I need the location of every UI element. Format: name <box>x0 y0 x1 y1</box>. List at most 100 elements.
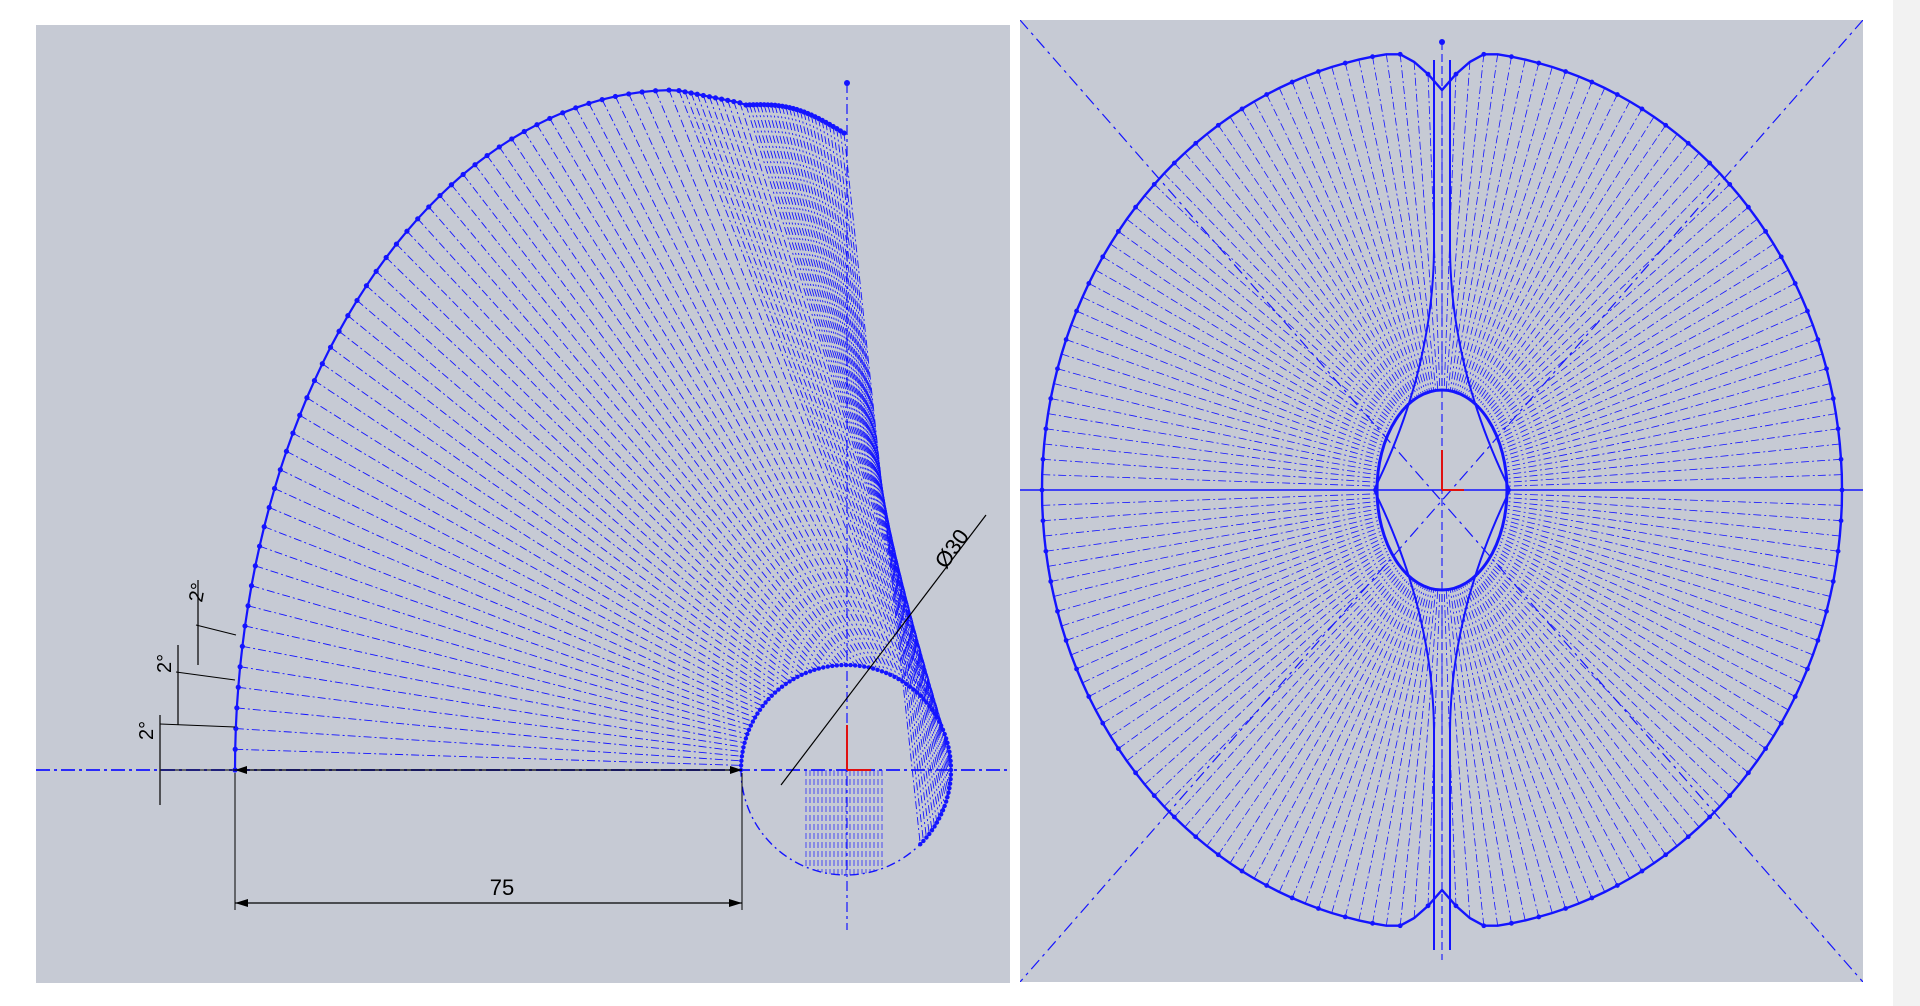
construction-ray <box>1184 569 1403 828</box>
construction-ray <box>1065 339 1382 454</box>
outer-point <box>1835 426 1841 432</box>
inner-point <box>888 672 893 678</box>
construction-ray <box>792 108 950 789</box>
construction-ray <box>462 174 842 666</box>
outer-point <box>1086 281 1092 286</box>
angle-label-1[interactable]: 2° <box>136 721 158 740</box>
dimension-75[interactable]: 75 <box>234 766 742 900</box>
inner-point <box>821 665 826 670</box>
inner-point <box>940 727 946 733</box>
outer-point <box>1838 456 1844 462</box>
outer-point <box>1342 914 1348 920</box>
inner-point <box>936 719 942 724</box>
construction-ray <box>1506 428 1839 476</box>
construction-ray <box>1503 368 1827 461</box>
inner-point <box>772 690 778 695</box>
angle-dimensions[interactable]: 2° 2° 2° <box>136 580 237 805</box>
inner-point <box>943 799 949 804</box>
inner-point <box>783 681 788 687</box>
construction-ray <box>1082 296 1385 444</box>
construction-ray <box>314 380 779 690</box>
angle-label-3[interactable]: 2° <box>185 581 210 604</box>
dimension-75-label[interactable]: 75 <box>490 875 514 900</box>
construction-ray <box>1481 569 1700 828</box>
construction-ray <box>1460 71 1566 395</box>
inner-point <box>921 838 926 844</box>
inner-point <box>929 707 935 712</box>
dimension-diameter-label[interactable]: Ø30 <box>930 524 974 572</box>
inner-point <box>740 749 745 754</box>
inner-point <box>934 820 940 825</box>
construction-ray <box>1506 458 1842 483</box>
inner-point <box>839 662 844 668</box>
construction-ray <box>733 101 940 722</box>
construction-ray <box>800 110 948 798</box>
outer-point <box>1048 396 1054 401</box>
construction-ray <box>1499 296 1802 444</box>
outer-point <box>1342 60 1348 66</box>
right-sketch-canvas[interactable] <box>1020 20 1863 982</box>
outer-point <box>1074 666 1079 672</box>
left-sketch-canvas[interactable]: 75 Ø30 2° 2° 2° <box>36 25 1010 983</box>
construction-ray <box>781 106 952 775</box>
construction-ray <box>1453 59 1526 392</box>
inner-point <box>741 745 746 750</box>
construction-ray <box>1455 587 1540 918</box>
outer-point <box>1264 883 1270 888</box>
construction-ray <box>789 107 951 784</box>
inner-point <box>924 835 929 840</box>
inner-point <box>938 812 944 817</box>
vertical-scrollbar[interactable] <box>1893 0 1920 1006</box>
construction-ray <box>1469 101 1631 401</box>
inner-point <box>900 679 905 684</box>
outer-point <box>1536 914 1542 920</box>
outer-point <box>1830 396 1836 401</box>
construction-ray <box>347 315 794 680</box>
angle-label-2[interactable]: 2° <box>154 654 176 673</box>
right-sketch-viewport[interactable] <box>1020 20 1863 982</box>
outer-point <box>1370 54 1375 60</box>
construction-ray <box>1499 536 1802 684</box>
outer-point <box>1481 51 1487 57</box>
outer-point <box>1663 122 1669 128</box>
construction-ray <box>1174 567 1402 818</box>
construction-ray <box>1184 152 1403 411</box>
construction-ray <box>1048 508 1379 567</box>
construction-ray <box>396 243 815 671</box>
construction-ray <box>1070 324 1383 450</box>
outer-point <box>277 467 283 473</box>
construction-ray <box>247 605 748 735</box>
construction-ray <box>280 469 763 707</box>
construction-ray <box>785 106 952 780</box>
outer-point <box>1707 160 1713 166</box>
dimension-diameter[interactable]: Ø30 <box>780 514 987 786</box>
outer-point <box>1397 51 1403 57</box>
construction-ray <box>774 105 952 766</box>
construction-ray <box>562 112 878 671</box>
outer-point <box>1055 366 1060 372</box>
outer-point <box>1778 254 1784 260</box>
outer-point <box>1289 79 1295 85</box>
left-sketch-viewport[interactable]: 75 Ø30 2° 2° 2° <box>36 25 1010 983</box>
inner-point <box>787 679 792 684</box>
outer-point <box>1086 694 1092 699</box>
inner-point <box>803 670 809 676</box>
construction-ray <box>1053 516 1380 597</box>
construction-ray <box>1427 74 1441 391</box>
outer-point <box>1425 71 1431 77</box>
construction-ray <box>1070 530 1383 656</box>
inner-point <box>752 715 758 720</box>
inner-point <box>857 663 862 669</box>
construction-ray <box>668 89 911 687</box>
outer-point <box>266 504 272 511</box>
construction-ray <box>338 330 790 682</box>
outer-point <box>1838 518 1844 524</box>
inner-point <box>938 723 944 728</box>
construction-ray <box>1443 74 1457 391</box>
outer-point <box>1040 518 1046 524</box>
inner-point <box>816 666 822 671</box>
construction-ray <box>1095 269 1388 437</box>
construction-ray <box>375 271 807 674</box>
outer-point <box>1763 746 1769 752</box>
outer-point <box>1074 308 1079 314</box>
